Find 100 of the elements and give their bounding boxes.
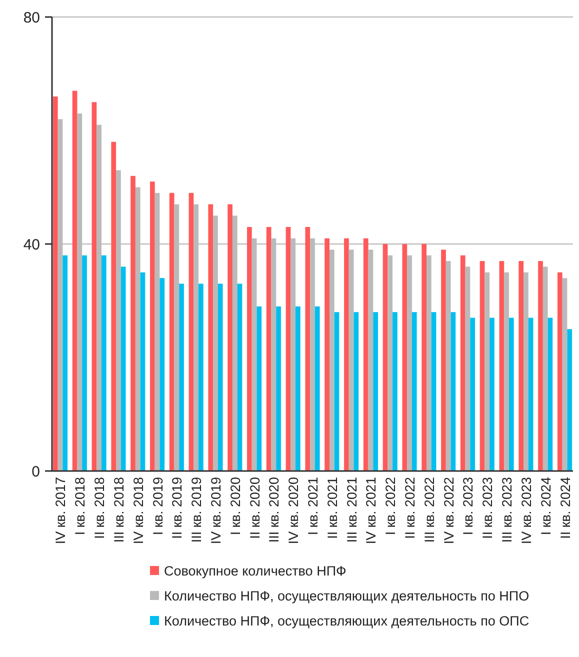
x-tick-label: IV кв. 2017 bbox=[53, 477, 68, 544]
x-tick-label: II кв. 2018 bbox=[92, 477, 108, 539]
bar bbox=[450, 312, 456, 471]
bar bbox=[548, 318, 553, 471]
x-tick-label: III кв. 2018 bbox=[111, 477, 126, 543]
x-tick-label: IV кв. 2020 bbox=[286, 477, 302, 544]
bar bbox=[256, 306, 262, 471]
bar bbox=[499, 261, 504, 471]
bar bbox=[305, 226, 310, 471]
bar bbox=[567, 329, 572, 471]
bar bbox=[140, 272, 146, 471]
bar bbox=[431, 312, 436, 471]
bar bbox=[160, 278, 165, 471]
bar bbox=[329, 250, 334, 471]
bar bbox=[286, 226, 291, 471]
bar bbox=[179, 284, 184, 471]
bar bbox=[130, 176, 136, 471]
bar bbox=[276, 306, 281, 471]
bar bbox=[446, 261, 451, 471]
bar bbox=[388, 255, 393, 471]
bar bbox=[470, 318, 476, 471]
bar bbox=[528, 318, 534, 471]
bar bbox=[508, 318, 514, 471]
x-tick-label: III кв. 2019 bbox=[189, 477, 204, 543]
x-tick-label: I кв. 2023 bbox=[460, 477, 476, 536]
bar bbox=[96, 124, 102, 471]
bar bbox=[310, 238, 315, 471]
bar bbox=[484, 272, 490, 471]
bar bbox=[252, 238, 257, 471]
x-tick-label: IV кв. 2023 bbox=[518, 477, 534, 544]
bar bbox=[504, 272, 509, 471]
bar bbox=[441, 250, 446, 471]
x-tick-label: II кв. 2019 bbox=[170, 477, 185, 539]
bar bbox=[62, 255, 68, 471]
bar bbox=[363, 238, 368, 471]
bar bbox=[407, 255, 412, 471]
bar bbox=[52, 96, 58, 471]
bar bbox=[334, 312, 340, 471]
x-tick-label: I кв. 2022 bbox=[383, 477, 398, 536]
bar bbox=[194, 204, 198, 471]
x-tick-label: III кв. 2021 bbox=[344, 477, 360, 543]
y-tick-label: 0 bbox=[32, 463, 40, 480]
bar bbox=[480, 261, 485, 471]
x-tick-label: II кв. 2021 bbox=[324, 477, 340, 539]
bar bbox=[562, 278, 568, 471]
x-tick-label: I кв. 2019 bbox=[150, 477, 166, 536]
bar bbox=[344, 238, 349, 471]
bar bbox=[266, 226, 272, 471]
y-tick-label: 40 bbox=[23, 236, 40, 254]
y-tick-label: 80 bbox=[23, 9, 40, 26]
bar bbox=[232, 216, 238, 471]
x-tick-label: IV кв. 2018 bbox=[130, 477, 146, 544]
bar bbox=[368, 250, 374, 471]
bar bbox=[116, 170, 121, 471]
bar bbox=[296, 306, 300, 471]
bar bbox=[382, 244, 388, 471]
bar bbox=[213, 216, 218, 471]
x-tick-label: II кв. 2023 bbox=[480, 477, 496, 539]
bar bbox=[135, 187, 140, 471]
bar bbox=[72, 90, 78, 471]
bar bbox=[111, 142, 116, 471]
bar bbox=[518, 261, 524, 471]
bar bbox=[271, 238, 276, 471]
x-tick-label: II кв. 2024 bbox=[558, 476, 573, 539]
bar bbox=[324, 238, 330, 471]
bar bbox=[154, 192, 160, 471]
bar bbox=[402, 244, 408, 471]
bar bbox=[422, 244, 426, 471]
bar bbox=[426, 255, 432, 471]
bar bbox=[247, 226, 252, 471]
bar bbox=[538, 261, 543, 471]
bar bbox=[218, 284, 223, 471]
bar bbox=[460, 255, 466, 471]
bar bbox=[542, 266, 548, 471]
bar bbox=[237, 284, 242, 471]
x-tick-label: II кв. 2022 bbox=[402, 477, 418, 539]
legend-label: Совокупное количество НПФ bbox=[164, 564, 346, 579]
bar bbox=[228, 204, 232, 471]
x-tick-label: IV кв. 2022 bbox=[441, 477, 456, 544]
legend-label: Количество НПФ, осуществляющих деятельность по НПО bbox=[164, 588, 530, 604]
bar bbox=[557, 272, 562, 471]
bar bbox=[174, 204, 180, 471]
bar bbox=[188, 192, 194, 471]
legend-label: Количество НПФ, осуществляющих деятельность по ОПС bbox=[164, 614, 530, 629]
bar bbox=[524, 272, 528, 471]
bar bbox=[120, 266, 126, 471]
x-tick-label: I кв. 2018 bbox=[72, 477, 88, 536]
x-tick-label: IV кв. 2019 bbox=[208, 477, 224, 544]
bar bbox=[290, 238, 296, 471]
bar bbox=[490, 318, 494, 471]
x-tick-label: IV кв. 2021 bbox=[364, 477, 379, 544]
x-tick-label: I кв. 2020 bbox=[228, 477, 243, 536]
bar bbox=[208, 204, 214, 471]
bar bbox=[92, 102, 97, 471]
bar bbox=[150, 182, 155, 471]
bar bbox=[58, 119, 63, 471]
bar bbox=[101, 255, 106, 471]
bar bbox=[412, 312, 417, 471]
bar bbox=[465, 266, 470, 471]
bar bbox=[169, 192, 174, 471]
